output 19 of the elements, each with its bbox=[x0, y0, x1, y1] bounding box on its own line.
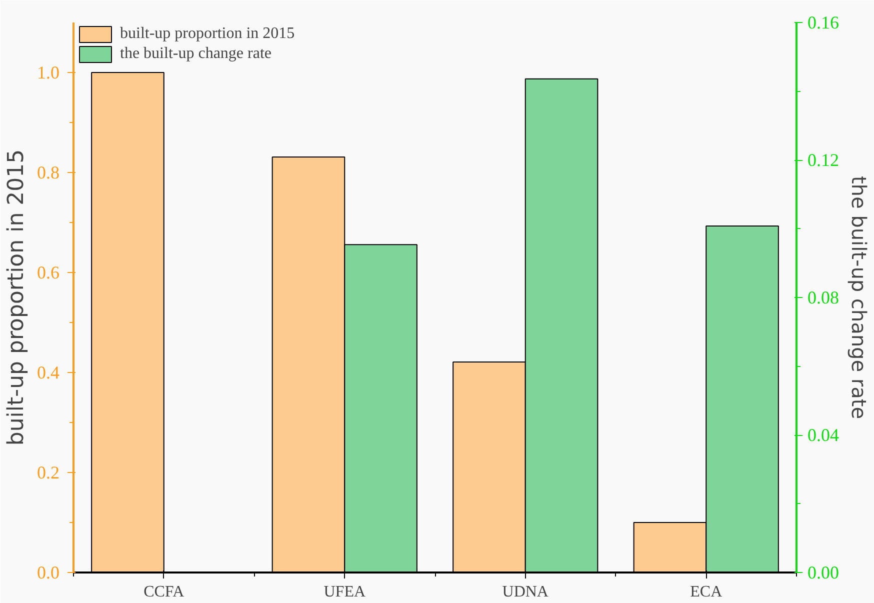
y2-tick-label: 0.04 bbox=[808, 425, 839, 445]
y2-tick-label: 0.08 bbox=[808, 288, 839, 308]
y-tick-label: 0.2 bbox=[37, 462, 60, 482]
y-tick-label: 0.0 bbox=[37, 562, 60, 582]
x-tick-label: ECA bbox=[690, 584, 723, 600]
y-tick-label: 0.6 bbox=[37, 262, 60, 282]
y-axis-title: built-up proportion in 2015 bbox=[4, 149, 29, 446]
x-tick-label: UFEA bbox=[324, 584, 366, 600]
y2-tick-label: 0.16 bbox=[808, 12, 839, 32]
y2-tick-label: 0.12 bbox=[808, 150, 839, 170]
legend-label: the built-up change rate bbox=[120, 45, 272, 63]
y-tick-label: 0.4 bbox=[37, 362, 60, 382]
y2-tick-label: 0.00 bbox=[808, 562, 839, 582]
legend-label: built-up proportion in 2015 bbox=[120, 25, 295, 43]
y2-axis-title: the built-up change rate bbox=[847, 176, 871, 420]
y-tick-label: 0.8 bbox=[37, 162, 60, 182]
y-tick-label: 1.0 bbox=[37, 62, 60, 82]
x-tick-label: UDNA bbox=[502, 584, 549, 600]
x-tick-label: CCFA bbox=[144, 584, 185, 600]
